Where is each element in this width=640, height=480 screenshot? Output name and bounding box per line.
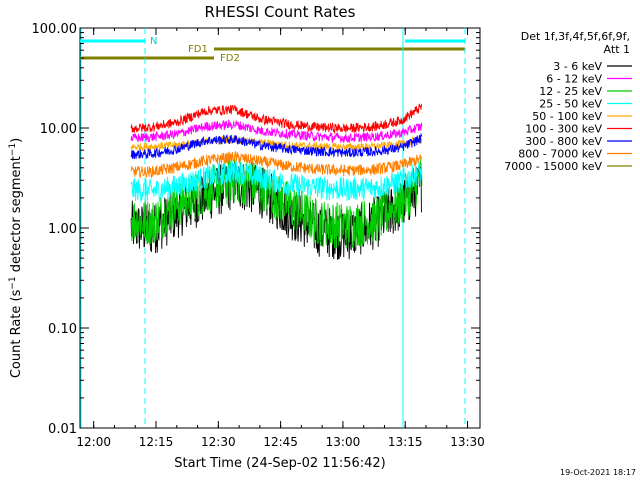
y-tick-label-3: 0.10 — [48, 322, 77, 337]
legend-label-5: 100 - 300 keV — [525, 123, 602, 136]
legend-label-0: 3 - 6 keV — [553, 60, 602, 73]
legend-header-line2: Att 1 — [604, 43, 630, 56]
fd1-flag-label: FD1 — [188, 44, 208, 55]
x-tick-label-3: 12:45 — [263, 435, 298, 449]
y-tick-label-1: 10.00 — [40, 122, 77, 137]
y-tick-label-2: 1.00 — [48, 222, 77, 237]
legend-label-6: 300 - 800 keV — [525, 135, 602, 148]
y-tick-label-4: 0.01 — [48, 422, 77, 437]
series-layer — [130, 103, 423, 260]
series-line-800-7000-kev — [130, 150, 423, 180]
y-tick-label-0: 100.00 — [32, 22, 78, 37]
legend-header-line1: Det 1f,3f,4f,5f,6f,9f, — [521, 30, 630, 43]
series-line-12-25-kev — [130, 157, 423, 249]
x-tick-label-6: 13:30 — [450, 435, 485, 449]
series-line-6-12-kev — [130, 119, 423, 144]
fd2-flag-label: FD2 — [220, 53, 240, 64]
x-tick-label-0: 12:00 — [76, 435, 111, 449]
n-flag-label: N — [150, 36, 157, 47]
series-line-100-300-kev — [130, 103, 423, 135]
axis-ticks: 12:00 12:15 12:30 12:45 13:00 13:15 13:30 100.0… — [32, 22, 485, 449]
legend-label-4: 50 - 100 keV — [532, 110, 602, 123]
legend-label-7: 800 - 7000 keV — [518, 148, 602, 161]
series-line-50-100-kev — [130, 134, 423, 152]
legend-label-1: 6 - 12 keV — [546, 73, 602, 86]
legend-label-8: 7000 - 15000 keV — [504, 160, 602, 173]
y-axis-label: Count Rate (s−1 detector segment−1) — [8, 138, 24, 378]
series-line-25-50-kev — [130, 160, 423, 203]
chart-title: RHESSI Count Rates — [205, 3, 356, 21]
x-tick-label-4: 13:00 — [326, 435, 361, 449]
legend: Det 1f,3f,4f,5f,6f,9f, Att 1 3 - 6 keV6 … — [504, 30, 632, 173]
legend-label-2: 12 - 25 keV — [539, 85, 602, 98]
flag-bars: N FD1 FD2 — [80, 36, 465, 64]
footer-timestamp: 19-Oct-2021 18:17 — [560, 468, 636, 477]
legend-label-3: 25 - 50 keV — [539, 98, 602, 111]
series-line-300-800-kev — [130, 132, 423, 160]
x-tick-label-1: 12:15 — [139, 435, 174, 449]
x-tick-label-2: 12:30 — [201, 435, 236, 449]
x-tick-label-5: 13:15 — [388, 435, 423, 449]
x-axis-label: Start Time (24-Sep-02 11:56:42) — [174, 456, 385, 471]
